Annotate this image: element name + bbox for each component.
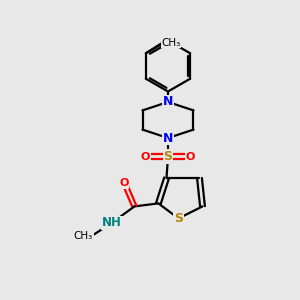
Text: S: S [174,212,183,225]
Text: CH₃: CH₃ [74,231,93,242]
Text: S: S [164,150,172,163]
Text: O: O [119,178,129,188]
Text: CH₃: CH₃ [161,38,180,48]
Text: O: O [141,152,150,162]
Text: O: O [186,152,195,162]
Text: N: N [163,131,173,145]
Text: N: N [163,95,173,109]
Text: NH: NH [102,216,122,230]
